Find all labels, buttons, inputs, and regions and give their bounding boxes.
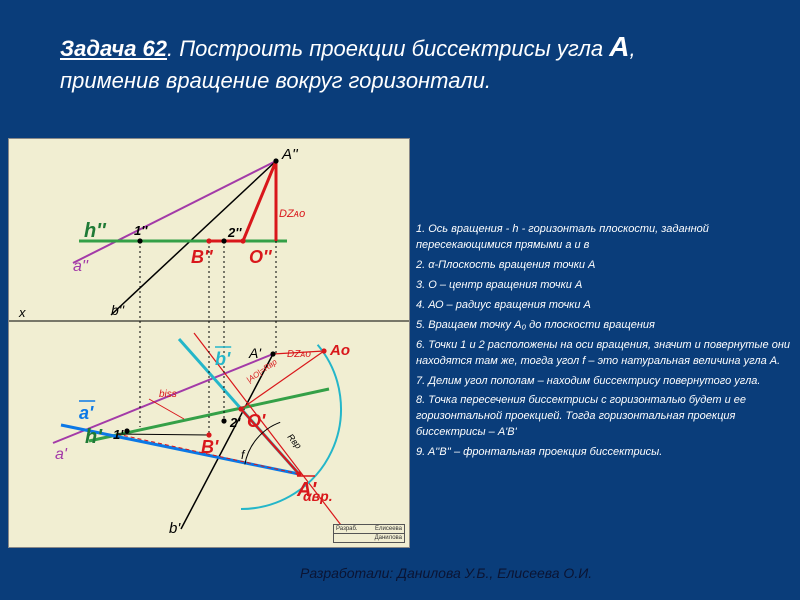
cartouche: Разраб. Елисеева Данилова xyxy=(333,524,405,543)
svg-text:Ao: Ao xyxy=(329,342,350,359)
svg-text:O'': O'' xyxy=(249,247,272,267)
svg-text:a': a' xyxy=(55,446,68,463)
svg-text:2': 2' xyxy=(229,415,241,430)
svg-text:A'': A'' xyxy=(281,146,299,163)
svg-text:a'': a'' xyxy=(73,258,89,275)
step-3: 3. О – центр вращения точки А xyxy=(416,278,791,294)
svg-text:A': A' xyxy=(296,479,317,501)
diagram-svg: xh''a''b''DZᴀᴏh'a'b'a'b'bissαвр.DZᴀᴏfRвр… xyxy=(9,139,409,547)
svg-text:DZᴀᴏ: DZᴀᴏ xyxy=(287,349,311,360)
svg-text:DZᴀᴏ: DZᴀᴏ xyxy=(279,208,305,220)
svg-text:b'': b'' xyxy=(111,302,125,318)
cartouche-r2b: Данилова xyxy=(375,535,402,541)
svg-text:b': b' xyxy=(215,349,231,369)
step-8: 8. Точка пересечения биссектрисы с гориз… xyxy=(416,393,791,441)
step-7: 7. Делим угол пополам – находим биссектр… xyxy=(416,374,791,390)
steps-list: 1. Ось вращения - h - горизонталь плоско… xyxy=(416,222,791,465)
svg-text:A': A' xyxy=(248,345,262,361)
slide-title: Задача 62. Построить проекции биссектрис… xyxy=(60,28,740,95)
title-bigA: А xyxy=(609,31,629,62)
diagram-panel: xh''a''b''DZᴀᴏh'a'b'a'b'bissαвр.DZᴀᴏfRвр… xyxy=(8,138,410,548)
svg-text:h'': h'' xyxy=(84,220,107,242)
svg-text:|AO|=Rвр: |AO|=Rвр xyxy=(245,357,279,385)
svg-text:x: x xyxy=(18,305,26,320)
svg-text:a': a' xyxy=(79,403,94,423)
step-5: 5. Вращаем точку А₀ до плоскости вращени… xyxy=(416,318,791,334)
step-1: 1. Ось вращения - h - горизонталь плоско… xyxy=(416,222,791,254)
svg-text:2'': 2'' xyxy=(227,225,242,240)
svg-text:B': B' xyxy=(201,437,219,457)
svg-text:1'': 1'' xyxy=(134,223,148,238)
step-2: 2. α-Плоскость вращения точки А xyxy=(416,258,791,274)
svg-text:f: f xyxy=(241,448,246,462)
task-number: Задача 62 xyxy=(60,36,167,61)
svg-text:h': h' xyxy=(85,426,103,448)
title-part1: . Построить проекции биссектрисы угла xyxy=(167,36,609,61)
svg-text:biss: biss xyxy=(159,389,177,400)
svg-text:O': O' xyxy=(247,411,266,431)
cartouche-r1b: Елисеева xyxy=(375,526,402,532)
step-4: 4. АО – радиус вращения точки А xyxy=(416,298,791,314)
step-9: 9. A''B'' – фронтальная проекция биссект… xyxy=(416,445,791,461)
cartouche-r1a: Разраб. xyxy=(336,526,358,532)
svg-text:1': 1' xyxy=(113,427,124,442)
svg-text:B'': B'' xyxy=(191,247,213,267)
step-6: 6. Точки 1 и 2 расположены на оси вращен… xyxy=(416,338,791,370)
svg-text:b': b' xyxy=(169,520,181,537)
svg-text:Rвр: Rвр xyxy=(285,432,303,451)
credits: Разработали: Данилова У.Б., Елисеева О.И… xyxy=(300,565,790,581)
slide: Задача 62. Построить проекции биссектрис… xyxy=(0,0,800,600)
